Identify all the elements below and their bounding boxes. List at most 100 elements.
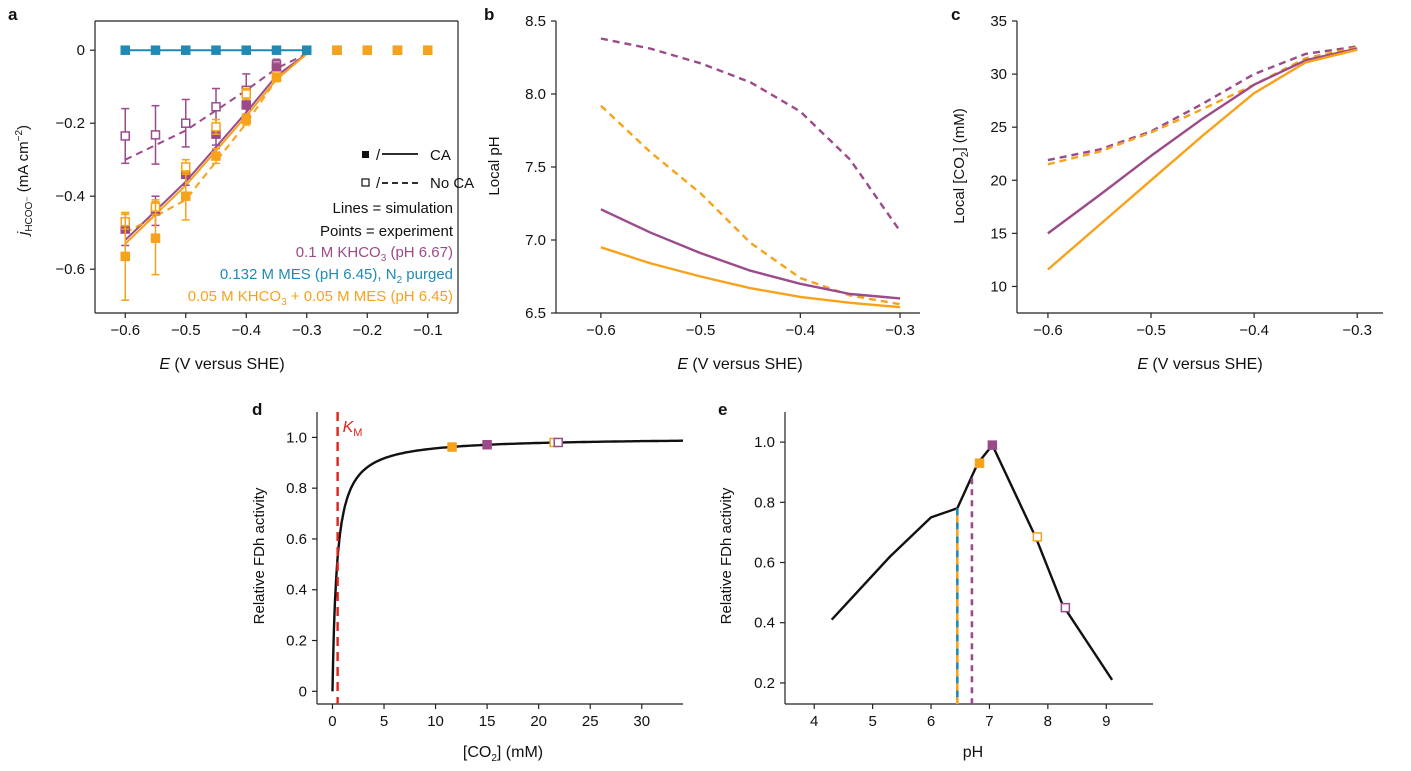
c-ytick-label: 20 — [990, 172, 1007, 189]
a-ytick-label: 0 — [77, 42, 85, 59]
b-ytick-label: 7.5 — [525, 159, 546, 176]
d-xtick-label: 15 — [479, 713, 496, 730]
d-ytick-label: 1.0 — [286, 429, 307, 446]
b-series-orange-solid — [600, 246, 901, 309]
b-series-orange-dashed — [600, 104, 901, 306]
a-point-orange — [423, 45, 433, 55]
d-ylabel: Relative FDh activity — [251, 487, 268, 624]
a-point-blue — [241, 45, 251, 55]
a-point-purple — [150, 130, 161, 140]
c-xlabel: E (V versus SHE) — [1137, 356, 1262, 373]
legend-series-mix: 0.05 M KHCO3 + 0.05 M MES (pH 6.45) — [188, 288, 453, 308]
a-point-blue — [181, 45, 191, 55]
c-ylabel: Local [CO2] (mM) — [951, 108, 971, 224]
a-xlabel: E (V versus SHE) — [159, 356, 284, 373]
a-point-blue — [271, 45, 282, 55]
a-point-blue — [150, 45, 161, 55]
a-point-blue — [120, 45, 130, 55]
legend-noca-slash: / — [376, 175, 381, 192]
c-ytick-label: 10 — [990, 278, 1007, 295]
a-point-purple — [241, 100, 251, 110]
panel-letter-b: b — [484, 5, 494, 24]
c-ytick-label: 25 — [990, 119, 1007, 136]
c-series-purple-dashed — [1047, 45, 1358, 162]
a-point-orange — [241, 114, 251, 125]
e-xtick-label: 6 — [927, 713, 935, 730]
e-marker-purple — [1060, 602, 1071, 613]
d-ytick-label: 0 — [299, 683, 307, 700]
d-xlabel: [CO2] (mM) — [463, 744, 543, 764]
legend-noca: No CA — [430, 175, 474, 192]
d-km-label: KM — [343, 419, 363, 439]
c-xtick-label: −0.4 — [1239, 322, 1269, 339]
c-ytick-label: 30 — [990, 66, 1007, 83]
c-series-purple-solid — [1047, 47, 1358, 235]
a-point-orange — [211, 122, 221, 132]
d-xtick-label: 20 — [530, 713, 547, 730]
c-xtick-label: −0.6 — [1033, 322, 1063, 339]
a-point-orange — [271, 72, 282, 83]
panel-letter-e: e — [718, 400, 727, 419]
a-point-orange — [241, 89, 251, 99]
a-ytick-label: −0.2 — [55, 115, 85, 132]
b-ytick-label: 8.0 — [525, 86, 546, 103]
a-xtick-label: −0.5 — [171, 322, 201, 339]
b-ylabel: Local pH — [486, 136, 503, 195]
a-point-purple — [120, 131, 130, 141]
legend-ca-marker — [362, 151, 369, 158]
d-xtick-label: 0 — [328, 713, 336, 730]
b-xtick-label: −0.3 — [885, 322, 915, 339]
a-point-purple — [181, 118, 191, 128]
c-xtick-label: −0.5 — [1136, 322, 1166, 339]
e-xtick-label: 4 — [810, 713, 818, 730]
d-xtick-label: 5 — [380, 713, 388, 730]
e-ylabel: Relative FDh activity — [718, 487, 735, 624]
e-xtick-label: 9 — [1102, 713, 1110, 730]
d-xtick-label: 30 — [633, 713, 650, 730]
a-xtick-label: −0.4 — [231, 322, 261, 339]
e-marker-purple — [987, 440, 998, 450]
e-xtick-label: 8 — [1044, 713, 1052, 730]
legend-lines: Lines = simulation — [333, 200, 453, 217]
e-xtick-label: 5 — [868, 713, 876, 730]
a-xtick-label: −0.6 — [110, 322, 140, 339]
d-ytick-label: 0.2 — [286, 633, 307, 650]
legend-ca-slash: / — [376, 147, 381, 164]
e-ytick-label: 0.2 — [754, 675, 775, 692]
c-ytick-label: 35 — [990, 13, 1007, 30]
a-series-orange-dashed — [124, 53, 308, 234]
a-point-blue — [211, 45, 221, 55]
b-ytick-label: 8.5 — [525, 13, 546, 30]
b-xlabel: E (V versus SHE) — [677, 356, 802, 373]
d-marker-purple — [482, 440, 492, 450]
panel-letter-d: d — [252, 400, 262, 419]
c-ytick-label: 15 — [990, 225, 1007, 242]
legend-series-khco3: 0.1 M KHCO3 (pH 6.67) — [296, 244, 453, 264]
d-xtick-label: 25 — [582, 713, 599, 730]
c-xtick-label: −0.3 — [1342, 322, 1372, 339]
panel-letter-c: c — [951, 5, 960, 24]
a-point-orange — [181, 191, 191, 201]
b-xtick-label: −0.6 — [586, 322, 616, 339]
a-point-purple — [211, 102, 221, 112]
a-ylabel: jHCOO⁻ (mA cm−2) — [14, 125, 35, 237]
d-marker-orange — [447, 442, 457, 452]
c-series-orange-dashed — [1047, 46, 1358, 166]
panel-e: 4 5 6 7 8 9 0.2 0.4 0.6 0.8 1.0 — [754, 412, 1153, 730]
legend-noca-marker — [361, 178, 370, 187]
a-point-orange — [332, 45, 342, 55]
b-series-purple-dashed — [600, 37, 902, 232]
a-point-blue — [302, 45, 312, 55]
a-point-orange — [150, 233, 161, 243]
b-xtick-label: −0.5 — [686, 322, 716, 339]
e-ytick-label: 0.4 — [754, 615, 775, 632]
e-ytick-label: 1.0 — [754, 434, 775, 451]
panel-a: −0.6 −0.5 −0.4 −0.3 −0.2 −0.1 0 −0.2 −0.4 −0.6 — [55, 20, 459, 339]
a-xtick-label: −0.1 — [413, 322, 443, 339]
b-xtick-label: −0.4 — [786, 322, 816, 339]
d-ytick-label: 0.6 — [286, 531, 307, 548]
e-xlabel: pH — [963, 744, 983, 761]
legend-series-mes: 0.132 M MES (pH 6.45), N2 purged — [220, 266, 453, 286]
legend-points: Points = experiment — [320, 223, 454, 240]
